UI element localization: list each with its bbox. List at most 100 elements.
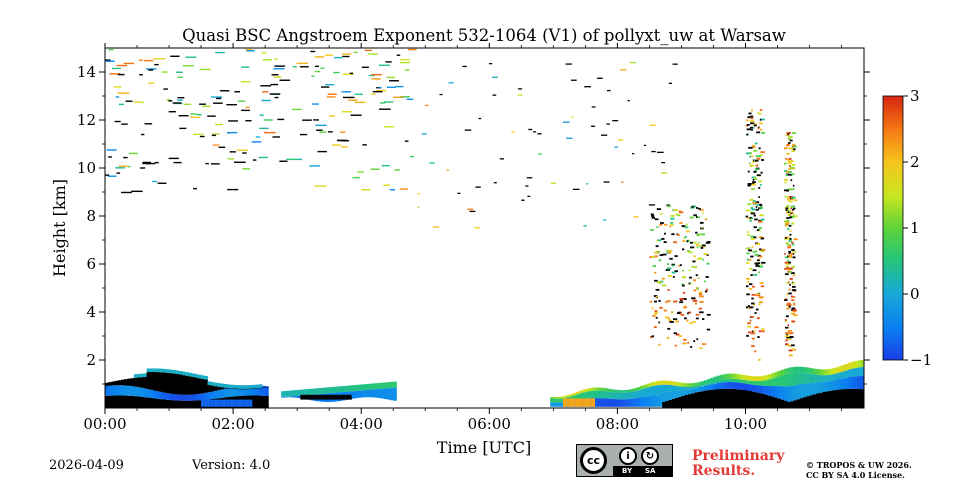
speckle bbox=[659, 223, 663, 226]
speckle bbox=[787, 160, 792, 163]
speckle bbox=[371, 78, 381, 80]
speckle bbox=[751, 183, 756, 186]
speckle bbox=[792, 274, 796, 277]
speckle bbox=[177, 76, 183, 78]
region-cell bbox=[627, 392, 631, 400]
speckle bbox=[758, 180, 762, 183]
region-cell bbox=[796, 399, 801, 408]
region-cell bbox=[719, 382, 724, 389]
speckle bbox=[409, 155, 415, 158]
speckle bbox=[754, 218, 758, 221]
speckle bbox=[629, 61, 636, 64]
region-cell bbox=[713, 383, 718, 390]
region-cell bbox=[133, 377, 138, 387]
speckle bbox=[131, 190, 143, 193]
region-cell bbox=[236, 385, 240, 389]
region-cell bbox=[236, 386, 240, 397]
speckle bbox=[663, 309, 667, 312]
speckle bbox=[457, 192, 461, 194]
region-cell bbox=[735, 379, 740, 383]
speckle bbox=[789, 139, 793, 142]
speckle bbox=[789, 216, 793, 219]
speckle bbox=[750, 188, 755, 190]
speckle bbox=[698, 295, 703, 298]
speckle bbox=[105, 60, 115, 62]
speckle bbox=[791, 163, 796, 166]
region-cell bbox=[764, 394, 769, 408]
speckle bbox=[572, 188, 580, 191]
speckle bbox=[785, 265, 789, 268]
speckle bbox=[758, 155, 762, 158]
speckle bbox=[354, 101, 366, 104]
speckle bbox=[664, 223, 668, 226]
region-cell bbox=[245, 388, 250, 390]
speckle bbox=[315, 124, 327, 127]
region-cell bbox=[242, 385, 247, 396]
speckle bbox=[163, 88, 168, 90]
speckle bbox=[685, 223, 688, 226]
region-cell bbox=[665, 384, 670, 392]
region-cell bbox=[188, 400, 192, 408]
speckle bbox=[234, 91, 240, 93]
y-tick-label: 12 bbox=[77, 111, 96, 129]
region-cell bbox=[819, 392, 823, 408]
region-cell bbox=[156, 372, 160, 392]
speckle bbox=[106, 149, 117, 151]
speckle bbox=[749, 219, 752, 222]
speckle bbox=[681, 225, 686, 228]
region-cell bbox=[623, 392, 628, 400]
speckle bbox=[783, 189, 788, 192]
speckle bbox=[786, 293, 789, 296]
speckle bbox=[792, 184, 795, 187]
region-cell bbox=[146, 397, 151, 408]
region-cell bbox=[620, 399, 625, 407]
region-cell bbox=[175, 370, 180, 375]
speckle bbox=[349, 72, 354, 75]
region-cell bbox=[582, 392, 586, 400]
region-cell bbox=[133, 374, 138, 378]
speckle bbox=[565, 63, 572, 65]
speckle bbox=[121, 123, 128, 125]
speckle bbox=[756, 317, 760, 320]
region-cell bbox=[774, 377, 778, 387]
region-cell bbox=[281, 397, 285, 398]
x-tick-label: 02:00 bbox=[211, 415, 254, 433]
speckle bbox=[237, 100, 246, 102]
speckle bbox=[691, 265, 696, 268]
region-cell bbox=[825, 391, 830, 408]
speckle bbox=[117, 92, 130, 94]
region-cell bbox=[854, 388, 858, 408]
region-cell bbox=[153, 372, 157, 391]
speckle bbox=[659, 306, 663, 309]
speckle bbox=[176, 71, 183, 73]
speckle bbox=[661, 161, 666, 164]
speckle bbox=[140, 133, 145, 136]
speckle bbox=[116, 64, 128, 67]
region-cell bbox=[815, 374, 820, 383]
y-tick-label: 8 bbox=[86, 207, 96, 225]
speckle bbox=[787, 171, 792, 173]
speckle bbox=[279, 79, 291, 81]
region-cell bbox=[255, 384, 260, 389]
speckle bbox=[788, 224, 792, 227]
speckle bbox=[148, 69, 154, 71]
cc-sa-text: SA bbox=[645, 467, 656, 475]
region-cell bbox=[771, 396, 775, 408]
preliminary-notice: Preliminary Results. bbox=[692, 449, 784, 479]
region-cell bbox=[265, 395, 269, 408]
region-cell bbox=[169, 373, 173, 394]
speckle bbox=[389, 80, 399, 82]
speckle bbox=[786, 333, 788, 336]
region-cell bbox=[703, 390, 708, 408]
speckle bbox=[140, 101, 145, 104]
speckle bbox=[753, 123, 757, 126]
region-cell bbox=[643, 388, 647, 397]
speckle bbox=[790, 312, 793, 315]
speckle bbox=[682, 248, 685, 251]
speckle bbox=[650, 229, 654, 231]
region-cell bbox=[390, 381, 394, 388]
speckle bbox=[759, 204, 763, 207]
speckle bbox=[787, 330, 792, 332]
speckle bbox=[227, 131, 238, 134]
speckle bbox=[688, 311, 692, 314]
